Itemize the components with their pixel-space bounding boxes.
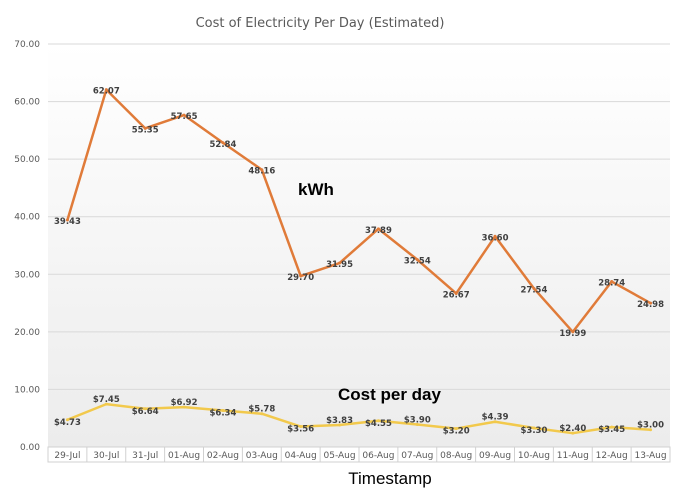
- data-point: [104, 402, 108, 406]
- x-tick-label: 31-Jul: [132, 451, 158, 461]
- data-label: 62.07: [93, 87, 120, 97]
- data-point: [104, 88, 108, 92]
- data-point: [610, 425, 614, 429]
- data-point: [415, 423, 419, 427]
- data-label: 31.95: [326, 260, 353, 270]
- data-label: 32.54: [404, 257, 431, 267]
- data-label: 27.54: [520, 285, 547, 295]
- data-label: $2.40: [559, 424, 586, 434]
- data-point: [221, 141, 225, 145]
- data-point: [649, 301, 653, 305]
- x-tick-label: 02-Aug: [207, 451, 239, 461]
- data-point: [454, 291, 458, 295]
- x-tick-label: 30-Jul: [93, 451, 119, 461]
- series-label-kwh: kWh: [298, 180, 334, 199]
- y-tick-label: 40.00: [14, 213, 40, 223]
- x-tick-label: 11-Aug: [557, 451, 589, 461]
- data-label: $3.00: [637, 421, 664, 431]
- data-label: 37.89: [365, 226, 392, 236]
- data-point: [454, 427, 458, 431]
- data-point: [299, 274, 303, 278]
- data-label: 28.74: [598, 279, 625, 289]
- x-tick-label: 09-Aug: [479, 451, 511, 461]
- data-point: [493, 234, 497, 238]
- series-line-kwh: [66, 88, 652, 334]
- data-point: [532, 286, 536, 290]
- data-point: [376, 419, 380, 423]
- data-point: [260, 168, 264, 172]
- x-tick-label: 10-Aug: [518, 451, 550, 461]
- data-point: [143, 407, 147, 411]
- data-label: $4.39: [482, 413, 509, 423]
- data-label: $7.45: [93, 395, 120, 405]
- x-tick-label: 12-Aug: [596, 451, 628, 461]
- x-tick-label: 08-Aug: [440, 451, 472, 461]
- data-point: [182, 113, 186, 117]
- data-label: $3.30: [520, 426, 547, 436]
- x-axis-label: Timestamp: [348, 469, 431, 488]
- data-point: [532, 426, 536, 430]
- data-label: $3.56: [287, 425, 314, 435]
- data-point: [571, 330, 575, 334]
- data-point: [493, 420, 497, 424]
- series-line-cost: [66, 402, 651, 435]
- data-label: 36.60: [482, 233, 509, 243]
- y-tick-label: 10.00: [14, 385, 40, 395]
- data-label: 52.84: [209, 140, 236, 150]
- y-tick-label: 70.00: [14, 40, 40, 50]
- data-point: [182, 405, 186, 409]
- data-point: [143, 126, 147, 130]
- data-label: 24.98: [637, 300, 664, 310]
- data-label: $3.90: [404, 416, 431, 426]
- data-label: 19.99: [559, 329, 586, 339]
- x-tick-label: 29-Jul: [54, 451, 80, 461]
- chart-title: Cost of Electricity Per Day (Estimated): [196, 16, 445, 31]
- data-label: $6.64: [132, 407, 159, 417]
- data-label: 29.70: [287, 273, 314, 283]
- data-point: [221, 408, 225, 412]
- data-label: 26.67: [443, 290, 470, 300]
- x-tick-label: 06-Aug: [362, 451, 394, 461]
- series-label-cost: Cost per day: [338, 385, 442, 404]
- data-point: [65, 418, 69, 422]
- data-label: $6.92: [171, 398, 198, 408]
- data-label: $3.83: [326, 416, 353, 426]
- x-tick-label: 03-Aug: [246, 451, 278, 461]
- data-label: 48.16: [248, 167, 275, 177]
- data-point: [338, 423, 342, 427]
- data-point: [376, 227, 380, 231]
- y-tick-label: 0.00: [20, 443, 40, 453]
- data-label: $3.45: [598, 425, 625, 435]
- y-tick-label: 30.00: [14, 270, 40, 280]
- data-point: [338, 261, 342, 265]
- x-tick-label: 13-Aug: [635, 451, 667, 461]
- data-point: [649, 428, 653, 432]
- data-label: 57.65: [171, 112, 198, 122]
- x-tick-label: 04-Aug: [285, 451, 317, 461]
- data-label: $4.55: [365, 419, 392, 429]
- data-point: [610, 280, 614, 284]
- y-tick-label: 60.00: [14, 98, 40, 108]
- data-label: $5.78: [248, 405, 275, 415]
- data-label: $4.73: [54, 418, 81, 428]
- data-label: 39.43: [54, 217, 81, 227]
- data-point: [571, 431, 575, 435]
- data-point: [299, 425, 303, 429]
- data-label: $3.20: [443, 427, 470, 437]
- data-label: 55.35: [132, 125, 159, 135]
- data-point: [415, 258, 419, 262]
- y-tick-label: 50.00: [14, 155, 40, 165]
- data-label: $6.34: [209, 408, 236, 418]
- data-point: [260, 412, 264, 416]
- x-tick-label: 05-Aug: [324, 451, 356, 461]
- x-tick-label: 01-Aug: [168, 451, 200, 461]
- y-tick-label: 20.00: [14, 328, 40, 338]
- x-tick-label: 07-Aug: [401, 451, 433, 461]
- data-point: [65, 218, 69, 222]
